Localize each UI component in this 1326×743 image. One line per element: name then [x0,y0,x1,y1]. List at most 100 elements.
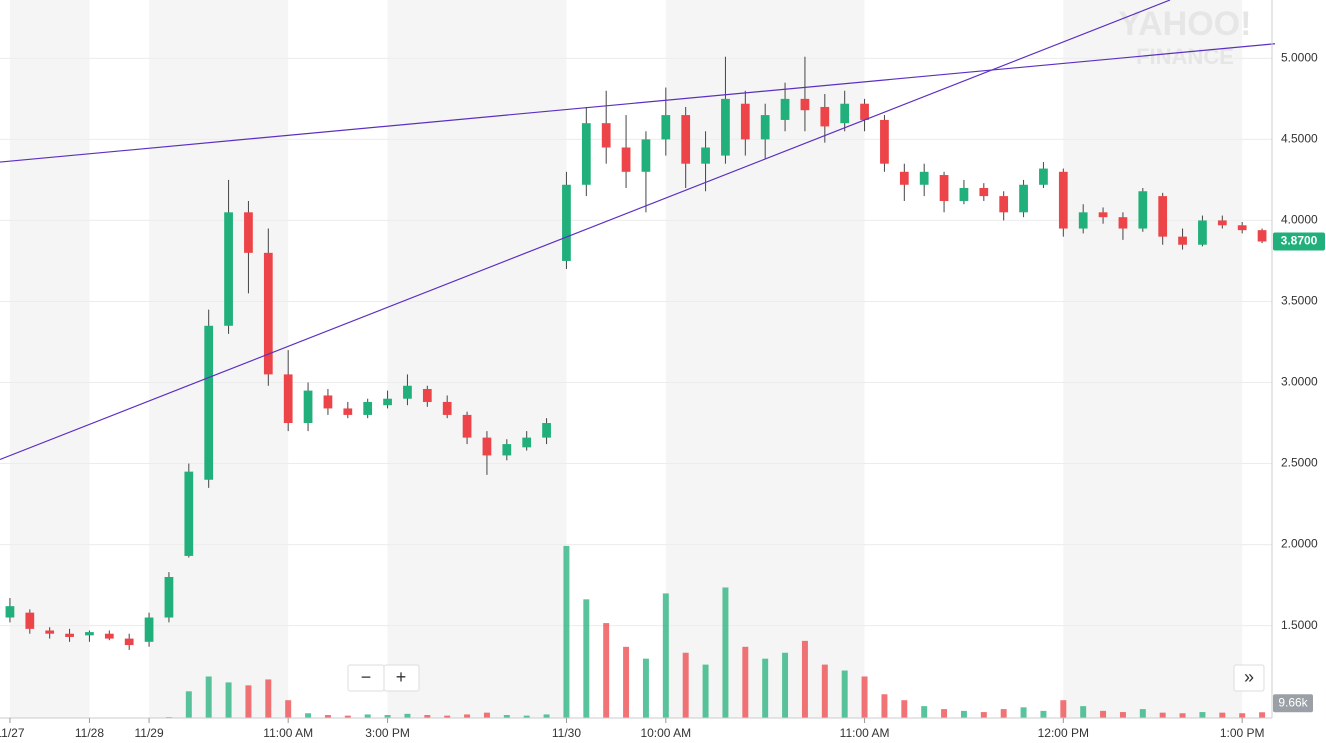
volume-bar [384,715,391,718]
candle-body [1019,184,1028,213]
candle-body [263,252,273,375]
candle-body [701,147,710,164]
volume-bar [1100,710,1107,718]
candle-body [899,171,909,185]
volume-bar [682,652,689,718]
scroll-button[interactable] [1233,664,1265,692]
zoom-controls: − + » [347,664,1265,692]
candle-body [740,103,750,140]
candle-body [1217,220,1227,226]
volume-bar [1000,709,1007,718]
candle-body [999,196,1009,213]
candle-body [1198,220,1207,245]
volume-bar [1080,706,1087,718]
volume-bar [861,676,868,718]
candle-body [840,103,850,124]
candle-body [1078,212,1088,229]
volume-bar [1060,700,1067,718]
trendline [0,0,1171,461]
candle-body [283,374,293,424]
trendline [0,43,1276,163]
plot [0,0,1276,718]
last-price-label: 3.8700 [1281,234,1318,248]
zoom-out-label[interactable]: − [361,667,372,687]
candle-body [1138,191,1148,229]
volume-bar [523,715,530,718]
candle-body [780,98,790,120]
volume-bar [980,712,987,718]
y-tick-label: 2.5000 [1281,456,1318,470]
candle-body [502,444,512,456]
candle-body [244,212,253,253]
candle-body [104,633,114,639]
candle-body [184,471,194,556]
candle-body [1158,196,1168,237]
y-tick-label: 5.0000 [1281,51,1318,65]
watermark-text: FINANCE [1136,44,1234,69]
candle-body [1237,225,1247,231]
volume-bar [205,676,212,718]
volume-bar [483,712,490,718]
volume-bar [702,664,709,718]
scroll-label[interactable]: » [1244,667,1254,687]
candle-body [65,633,74,637]
session-band [387,0,567,718]
x-tick-label: 11/29 [134,726,163,740]
volume-bar [305,713,312,718]
candle-body [1098,212,1108,218]
candle-body [45,630,55,634]
volume-bar [1239,713,1246,718]
x-tick-label: 11:00 AM [840,726,890,740]
candle-body [323,395,333,409]
candle-body [1257,230,1267,242]
y-tick-label: 1.5000 [1281,618,1318,632]
volume-bar [782,652,789,718]
candle-body [25,612,35,629]
volume-bar [285,700,292,718]
volume-bar [821,664,828,718]
candle-body [542,423,551,438]
volume-bar [563,545,570,718]
y-tick-label: 3.0000 [1281,375,1318,389]
volume-bar [1179,713,1186,718]
candle-body [562,184,571,261]
candle-body [343,408,353,415]
background [0,0,1272,718]
volume-bar [225,682,232,718]
session-band [1063,0,1243,718]
y-tick-label: 4.0000 [1281,213,1318,227]
watermark: YAHOO! FINANCE [1119,5,1252,69]
volume-bar [881,694,888,718]
candle-body [164,576,174,618]
candle-body [800,98,810,111]
candle-body [880,119,889,164]
x-tick-label: 11:00 AM [263,726,313,740]
volume-bar [662,593,669,718]
candle-body [522,437,532,448]
candle-body [681,115,691,164]
zoom-in-label[interactable]: + [396,667,407,687]
y-tick-label: 4.5000 [1281,132,1318,146]
volume-bar [245,685,252,718]
candle-body [661,115,671,140]
zoom-in-button[interactable] [383,664,420,692]
x-tick-label: 10:00 AM [640,726,691,740]
x-tick-label: 12:00 PM [1038,726,1089,740]
candle-body [979,188,989,197]
candle-body [124,638,134,646]
y-tick-label: 2.0000 [1281,537,1318,551]
candle-body [482,437,492,456]
candle-body [760,115,770,140]
candle-body [581,123,591,185]
volume-bar [623,646,630,718]
volume-bar [1219,712,1226,718]
volume-bar [1119,712,1126,718]
last-volume-badge [1273,694,1313,713]
volume-bar [324,715,331,718]
volume-bar [941,709,948,718]
last-price-badge [1273,232,1325,251]
volume-bar [1159,712,1166,718]
volume-bar [901,700,908,718]
